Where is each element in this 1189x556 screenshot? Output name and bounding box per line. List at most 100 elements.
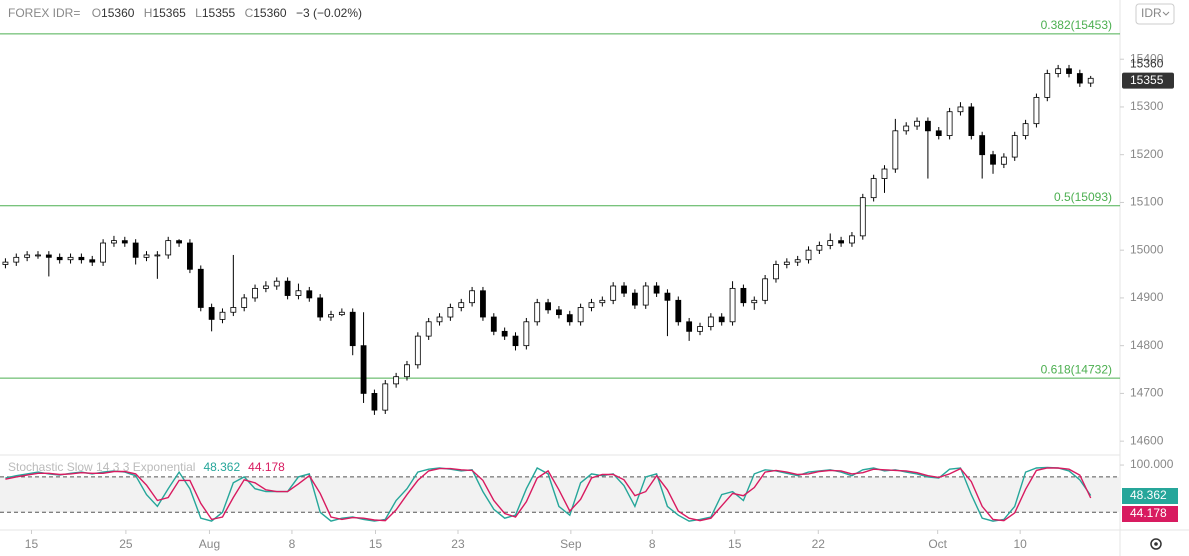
fib-label: 0.5(15093): [1054, 190, 1112, 204]
candle-body: [469, 290, 475, 304]
candle-body: [794, 259, 801, 263]
fib-label: 0.382(15453): [1041, 18, 1112, 32]
fib-label: 0.618(14732): [1041, 362, 1112, 376]
gear-center[interactable]: [1154, 542, 1158, 546]
close-value: 15360: [253, 6, 287, 20]
candle-body: [306, 290, 313, 299]
ohlc-label: C: [245, 6, 254, 20]
header: FOREX IDR= O15360 H15365 L15355 C15360 −…: [8, 6, 362, 20]
candle-body: [859, 197, 866, 237]
candle-body: [534, 302, 541, 323]
candle-body: [143, 254, 150, 258]
y-tick-label: 14700: [1130, 386, 1164, 400]
candle-body: [165, 240, 172, 256]
candle-body: [111, 240, 117, 244]
y-tick-label: 14600: [1130, 433, 1164, 447]
candle-body: [707, 316, 714, 327]
candle-body: [512, 335, 519, 347]
candle-body: [1000, 156, 1007, 165]
legend-value: 48.362: [203, 460, 240, 474]
candle-body: [566, 314, 573, 323]
candle-body: [187, 242, 193, 270]
candle-body: [1033, 96, 1040, 125]
candle-body: [751, 299, 758, 304]
candle-body: [219, 311, 226, 320]
candle-body: [523, 321, 530, 347]
ohlc-label: O: [92, 6, 101, 20]
candle-body: [349, 311, 356, 347]
settings[interactable]: [1150, 538, 1162, 550]
candle-body: [740, 287, 747, 304]
candle-body: [317, 297, 324, 318]
symbol: FOREX IDR=: [8, 6, 80, 20]
candle-body: [458, 302, 465, 308]
candle-body: [67, 256, 74, 261]
candle-body: [1011, 135, 1018, 158]
candle-body: [501, 330, 508, 337]
candle-body: [545, 302, 551, 311]
candle-body: [827, 240, 834, 246]
candle-body: [621, 285, 627, 294]
candle-body: [414, 335, 421, 366]
candle-body: [425, 321, 432, 337]
candle-body: [957, 106, 964, 113]
x-tick-label: Aug: [199, 537, 220, 551]
candle-body: [881, 168, 888, 179]
candle-body: [686, 321, 693, 332]
bid-price-box: [1122, 72, 1174, 89]
gear-icon[interactable]: [1150, 538, 1162, 550]
y-tick-label: 14800: [1130, 338, 1164, 352]
candle-body: [176, 240, 182, 244]
x-tick-label: Sep: [560, 537, 582, 551]
candle-body: [805, 249, 812, 261]
y-tick-label: 15200: [1130, 147, 1164, 161]
candle-body: [78, 256, 85, 261]
bid-price: 15355: [1130, 73, 1164, 87]
candle-body: [360, 345, 367, 394]
y-tick-label: 15000: [1130, 242, 1164, 256]
candle-body: [946, 111, 953, 136]
currency-button[interactable]: IDR: [1135, 3, 1175, 25]
x-tick-label: 22: [812, 537, 826, 551]
x-tick-label: 10: [1013, 537, 1027, 551]
x-tick-label: 15: [728, 537, 742, 551]
candle-body: [1044, 73, 1051, 98]
y-tick-label: 100.000: [1130, 457, 1174, 471]
stoch-legend: Stochastic Slow 14 3 3 Exponential 48.362…: [8, 460, 285, 474]
candle-body: [697, 326, 703, 332]
button-label[interactable]: IDR: [1141, 6, 1162, 20]
candle-body: [816, 245, 823, 251]
stoch-title: Stochastic Slow 14 3 3 Exponential: [8, 460, 195, 474]
candle-body: [121, 240, 128, 244]
last-value-box: [1122, 488, 1178, 504]
change: −3 (−0.02%): [296, 6, 362, 20]
candle-body: [968, 106, 975, 136]
candle-body: [338, 311, 345, 316]
candle-body: [241, 297, 248, 308]
y-tick-label: 15100: [1130, 195, 1164, 209]
x-tick-label: Oct: [928, 537, 947, 551]
candle-body: [208, 307, 215, 320]
candle-body: [480, 290, 486, 318]
candle-body: [870, 178, 877, 199]
candle-body: [729, 287, 736, 323]
candle-body: [262, 285, 269, 289]
candle-body: [436, 316, 443, 323]
last-value: 44.178: [1130, 506, 1167, 520]
x-tick-label: 25: [119, 537, 133, 551]
candle-body: [675, 299, 682, 323]
candle-body: [892, 130, 899, 170]
y-tick-label: 15300: [1130, 99, 1164, 113]
candle-body: [642, 285, 649, 306]
caret[interactable]: [1162, 11, 1170, 16]
candle-body: [990, 154, 996, 165]
last-price: 15360: [1130, 56, 1164, 70]
candle-body: [849, 235, 855, 244]
ohlc-label: L: [195, 6, 202, 20]
candle-body: [89, 259, 96, 263]
button-frame[interactable]: [1135, 3, 1175, 25]
candle-body: [197, 268, 204, 308]
candle-body: [328, 314, 334, 318]
candle-body: [979, 135, 986, 156]
candle-body: [1022, 123, 1029, 136]
